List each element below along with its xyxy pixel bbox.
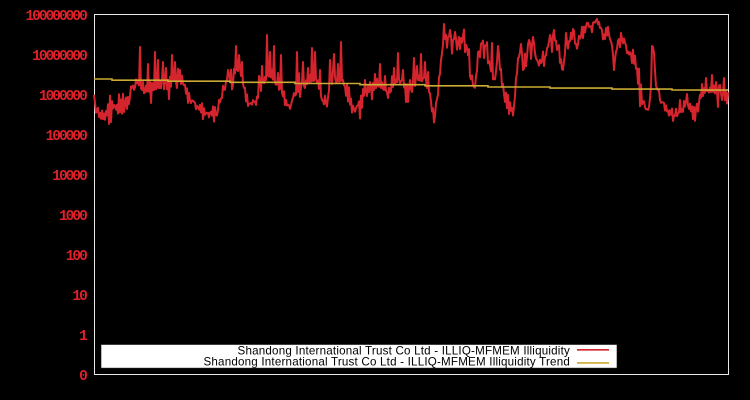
- svg-text:10000000: 10000000: [32, 49, 87, 65]
- svg-text:10: 10: [72, 289, 87, 305]
- svg-text:1000: 1000: [59, 209, 87, 225]
- svg-text:Shandong International Trust C: Shandong International Trust Co Ltd - IL…: [238, 345, 570, 358]
- svg-text:Shandong International Trust C: Shandong International Trust Co Ltd - IL…: [203, 355, 570, 368]
- svg-text:1000000: 1000000: [39, 89, 87, 105]
- svg-text:1: 1: [79, 329, 88, 345]
- svg-text:10000: 10000: [52, 169, 87, 185]
- svg-text:100: 100: [66, 249, 87, 265]
- svg-text:100000: 100000: [46, 129, 88, 145]
- svg-text:0: 0: [79, 369, 87, 385]
- svg-text:100000000: 100000000: [25, 9, 87, 25]
